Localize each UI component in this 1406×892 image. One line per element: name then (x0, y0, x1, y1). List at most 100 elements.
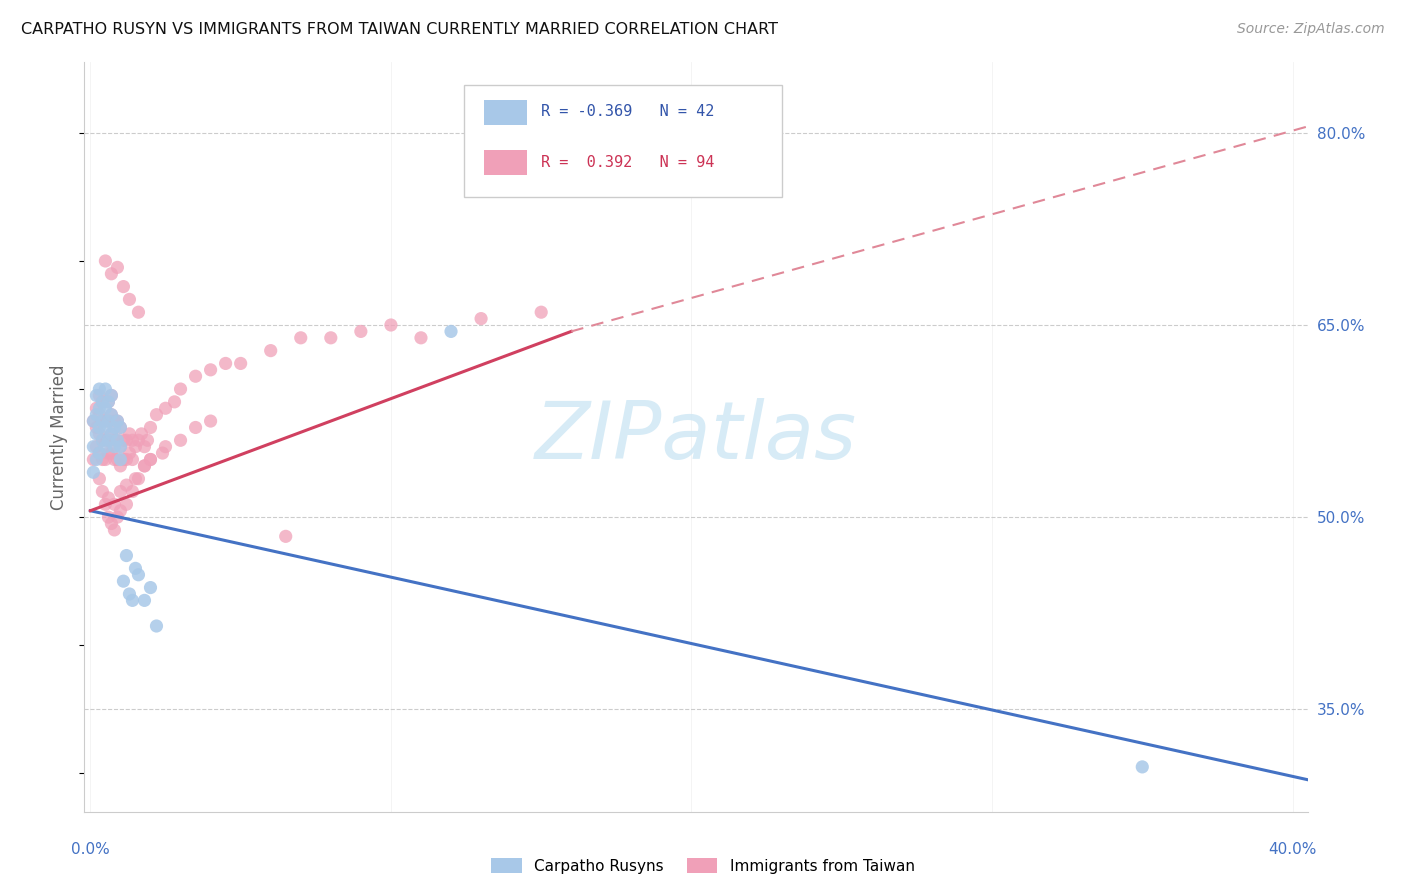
Point (110, 458, 132, 473)
Point (94, 452, 117, 467)
Point (107, 434, 129, 448)
FancyBboxPatch shape (464, 85, 782, 197)
Point (86, 440, 108, 454)
Point (163, 395, 186, 409)
Point (115, 434, 138, 448)
Point (89, 408, 111, 422)
Point (118, 446, 141, 460)
Point (97, 446, 120, 460)
Point (134, 593, 156, 607)
Point (100, 426, 122, 441)
Point (89, 401, 111, 416)
Point (100, 408, 122, 422)
Point (97, 491, 120, 505)
Point (380, 318, 402, 332)
Point (86, 426, 108, 441)
Point (103, 440, 125, 454)
Point (127, 472, 149, 486)
Text: ZIPatlas: ZIPatlas (534, 398, 858, 476)
Point (139, 420, 162, 434)
Point (115, 478, 138, 492)
Text: 0.0%: 0.0% (70, 842, 110, 857)
Point (89, 446, 111, 460)
Point (100, 426, 122, 441)
Point (112, 574, 135, 589)
Point (107, 260, 129, 275)
Point (200, 363, 222, 377)
Point (121, 484, 143, 499)
Point (124, 561, 146, 575)
Point (110, 420, 132, 434)
Point (118, 426, 141, 441)
Point (97, 434, 120, 448)
Point (110, 440, 132, 454)
Point (131, 426, 153, 441)
Point (107, 434, 129, 448)
Point (169, 434, 191, 448)
Point (89, 472, 111, 486)
Point (97, 414, 120, 428)
Point (110, 484, 132, 499)
Point (103, 497, 125, 511)
Bar (484, 100, 527, 125)
Point (82, 440, 104, 454)
Point (91, 434, 114, 448)
Point (110, 452, 132, 467)
Point (103, 420, 125, 434)
Point (290, 331, 312, 345)
Point (118, 293, 141, 307)
Point (89, 388, 111, 402)
Point (110, 420, 132, 434)
Point (94, 440, 117, 454)
Point (82, 465, 104, 479)
Point (82, 414, 104, 428)
Point (86, 452, 108, 467)
Point (86, 420, 108, 434)
Point (94, 382, 117, 396)
Point (97, 395, 120, 409)
Point (184, 420, 207, 434)
Point (103, 414, 125, 428)
Legend: Carpatho Rusyns, Immigrants from Taiwan: Carpatho Rusyns, Immigrants from Taiwan (485, 852, 921, 880)
Point (274, 529, 297, 543)
Point (94, 254, 117, 268)
Point (100, 446, 122, 460)
Point (103, 452, 125, 467)
Point (89, 426, 111, 441)
Point (112, 434, 135, 448)
Point (115, 452, 138, 467)
Point (200, 414, 222, 428)
Point (115, 549, 138, 563)
Point (97, 510, 120, 524)
Point (124, 472, 146, 486)
Point (229, 356, 252, 370)
Point (134, 458, 156, 473)
Point (145, 408, 167, 422)
Point (94, 414, 117, 428)
Point (121, 593, 143, 607)
Point (139, 452, 162, 467)
Point (107, 414, 129, 428)
Text: Source: ZipAtlas.com: Source: ZipAtlas.com (1237, 22, 1385, 37)
Point (97, 434, 120, 448)
Point (82, 414, 104, 428)
Point (94, 434, 117, 448)
Point (100, 388, 122, 402)
Point (91, 395, 114, 409)
Point (91, 414, 114, 428)
Point (121, 434, 143, 448)
Point (124, 440, 146, 454)
Point (107, 452, 129, 467)
Point (184, 369, 207, 384)
Point (134, 458, 156, 473)
Point (110, 504, 132, 518)
Point (145, 619, 167, 633)
Point (107, 414, 129, 428)
Point (89, 382, 111, 396)
Point (155, 440, 177, 454)
Point (100, 408, 122, 422)
Point (86, 408, 108, 422)
Point (91, 484, 114, 499)
Point (127, 567, 149, 582)
Point (152, 446, 174, 460)
